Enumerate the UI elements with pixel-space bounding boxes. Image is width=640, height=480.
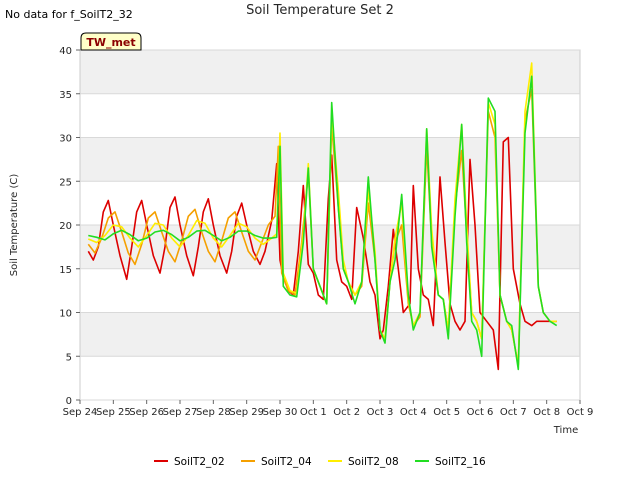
legend-label: SoilT2_08 bbox=[348, 456, 399, 468]
x-tick-label: Sep 28 bbox=[196, 407, 231, 418]
y-tick-label: 0 bbox=[66, 396, 72, 407]
y-tick-label: 25 bbox=[59, 177, 72, 188]
legend-label: SoilT2_04 bbox=[261, 456, 312, 468]
x-tick-label: Oct 9 bbox=[567, 407, 594, 418]
y-tick-label: 15 bbox=[59, 265, 72, 276]
y-tick-label: 35 bbox=[59, 90, 72, 101]
legend: SoilT2_02 SoilT2_04 SoilT2_08 SoilT2_16 bbox=[154, 456, 486, 468]
tw-met-badge: TW_met bbox=[80, 32, 142, 51]
x-tick-label: Oct 6 bbox=[467, 407, 494, 418]
x-tick-label: Oct 1 bbox=[300, 407, 327, 418]
x-tick-label: Sep 25 bbox=[96, 407, 131, 418]
background-band bbox=[80, 268, 580, 313]
x-tick-label: Oct 3 bbox=[367, 407, 394, 418]
background-band bbox=[80, 50, 580, 94]
y-tick-label: 10 bbox=[59, 309, 72, 320]
y-axis-ticks: 0 5 10 15 20 25 30 35 40 bbox=[59, 46, 80, 407]
x-tick-label: Sep 29 bbox=[229, 407, 264, 418]
x-tick-label: Sep 27 bbox=[163, 407, 198, 418]
x-axis-label: Time bbox=[553, 425, 578, 436]
y-axis-label: Soil Temperature (C) bbox=[9, 174, 20, 277]
y-tick-label: 40 bbox=[59, 46, 72, 57]
background-band bbox=[80, 312, 580, 357]
no-data-note: No data for f_SoilT2_32 bbox=[5, 8, 133, 21]
background-band bbox=[80, 356, 580, 400]
x-tick-label: Oct 2 bbox=[333, 407, 360, 418]
series-lines bbox=[87, 62, 558, 371]
x-tick-label: Oct 8 bbox=[533, 407, 560, 418]
x-tick-label: Sep 30 bbox=[263, 407, 298, 418]
chart-title: Soil Temperature Set 2 bbox=[246, 3, 394, 18]
series-line-soilt2-02 bbox=[87, 136, 557, 371]
badge-label: TW_met bbox=[86, 36, 135, 49]
series-line-soilt2-16 bbox=[88, 75, 558, 371]
background-band bbox=[80, 225, 580, 269]
y-tick-label: 20 bbox=[59, 221, 72, 232]
x-tick-label: Oct 4 bbox=[400, 407, 427, 418]
y-tick-label: 30 bbox=[59, 134, 72, 145]
y-tick-label: 5 bbox=[66, 352, 72, 363]
x-tick-label: Sep 26 bbox=[129, 407, 164, 418]
legend-label: SoilT2_16 bbox=[435, 456, 486, 468]
x-tick-label: Oct 7 bbox=[500, 407, 527, 418]
x-tick-label: Oct 5 bbox=[433, 407, 460, 418]
legend-label: SoilT2_02 bbox=[174, 456, 225, 468]
background-band bbox=[80, 93, 580, 138]
x-tick-label: Sep 24 bbox=[63, 407, 98, 418]
